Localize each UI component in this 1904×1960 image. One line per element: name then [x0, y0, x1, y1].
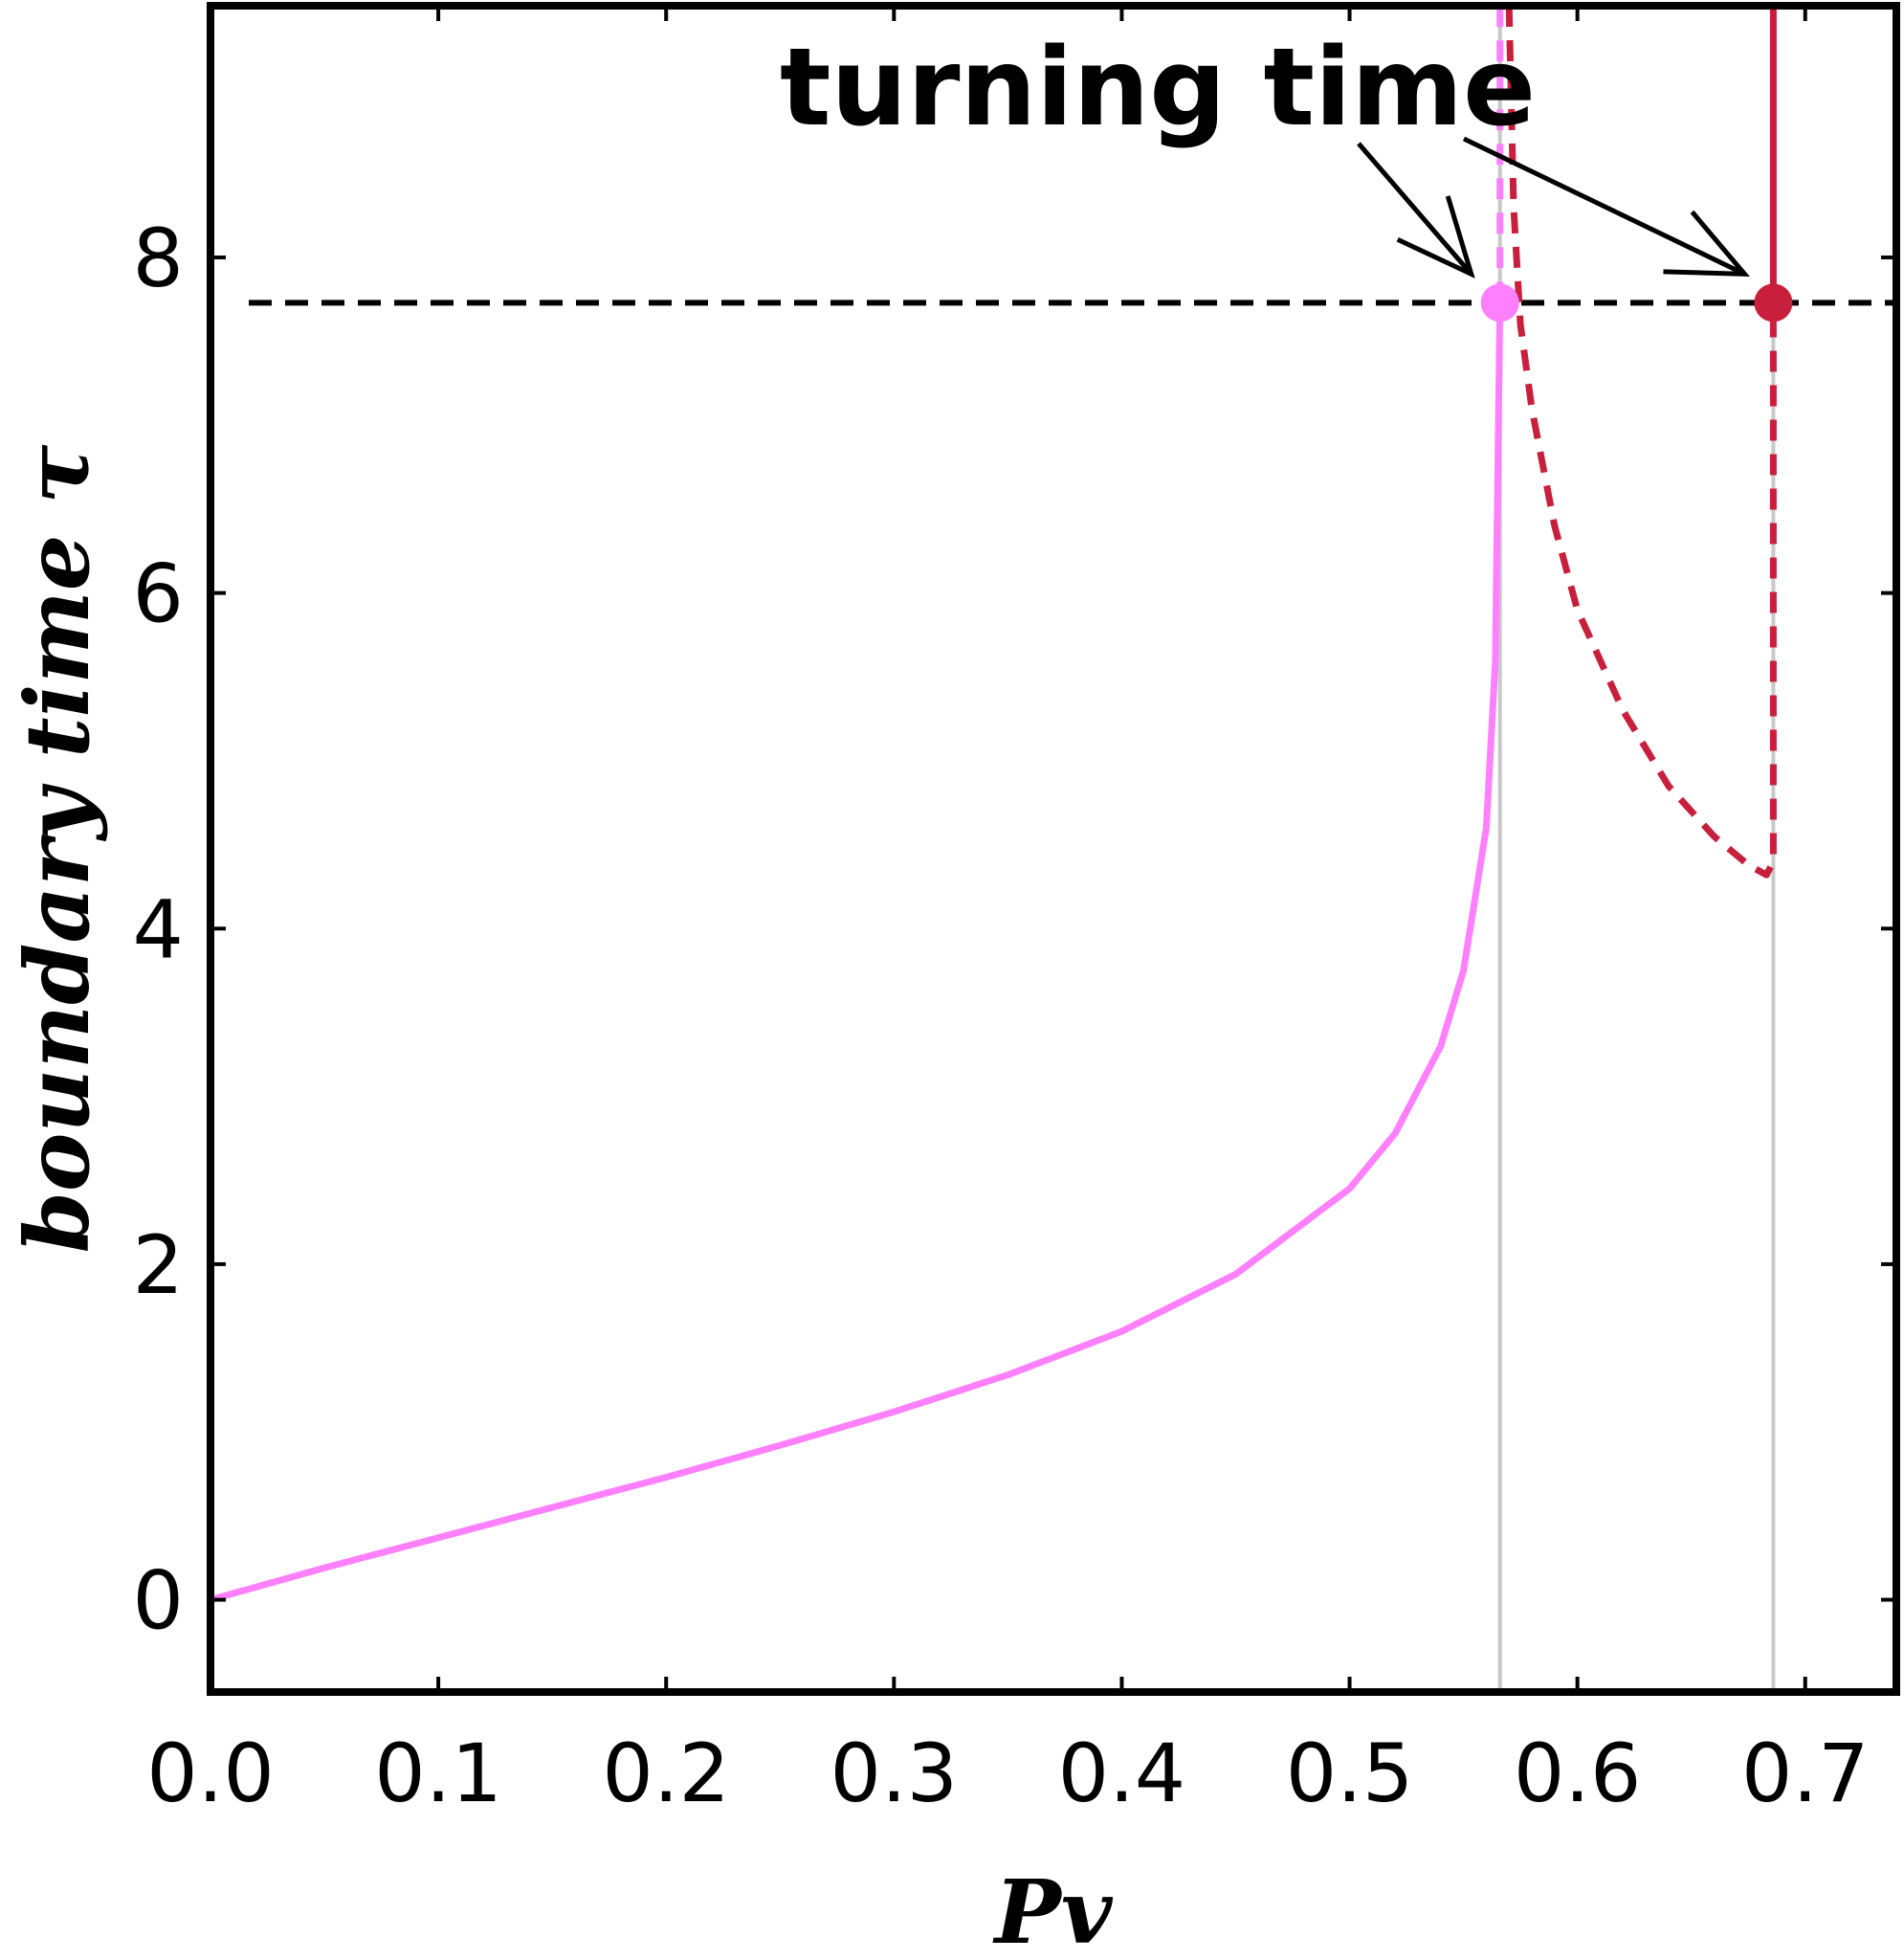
plot-frame	[207, 2, 1900, 1696]
y-tick-label: 2	[133, 1218, 184, 1312]
series-line-2	[1505, 6, 1777, 879]
arrow-head-1	[1663, 210, 1750, 277]
annotation-text: turning time	[780, 26, 1536, 150]
annotation-arrow-0	[1357, 142, 1475, 278]
arrow-shaft-1	[1462, 136, 1746, 277]
x-tick-label: 0.3	[830, 1726, 959, 1820]
turning-point-marker-1	[1754, 283, 1793, 323]
y-tick-label: 4	[133, 882, 184, 976]
series-line-0	[210, 302, 1504, 1603]
ticks-layer: 0.0 0.1 0.2 0.3 0.4 0.5 0.6 0.7 0 2 4 6 8	[133, 6, 1896, 1820]
x-tick-label: 0.0	[146, 1726, 275, 1820]
turning-point-marker-0	[1480, 283, 1519, 323]
markers-layer	[1480, 283, 1793, 323]
x-tick-label: 0.7	[1741, 1726, 1870, 1820]
x-tick-label: 0.4	[1058, 1726, 1186, 1820]
arrow-shaft-0	[1357, 142, 1473, 276]
arrow-head-0	[1396, 195, 1475, 278]
annotation-layer: turning time	[780, 26, 1750, 278]
y-tick-label: 6	[133, 547, 184, 641]
y-tick-label: 0	[133, 1554, 184, 1648]
x-tick-label: 0.2	[602, 1726, 730, 1820]
x-tick-label: 0.6	[1514, 1726, 1642, 1820]
x-axis-label: Pv	[992, 1860, 1114, 1960]
y-axis-label: boundary time τ	[6, 445, 109, 1254]
annotation-arrow-1	[1462, 136, 1750, 277]
y-tick-label: 8	[133, 212, 184, 305]
x-tick-label: 0.5	[1286, 1726, 1414, 1820]
x-tick-label: 0.1	[374, 1726, 502, 1820]
